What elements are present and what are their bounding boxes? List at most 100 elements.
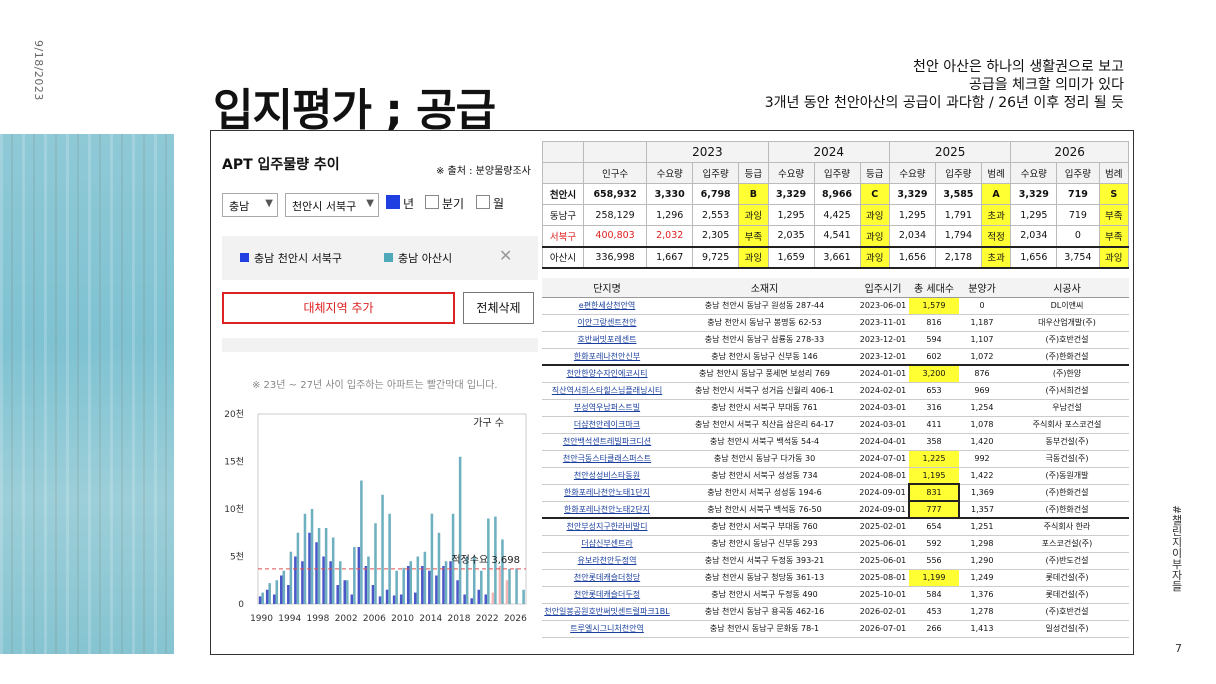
complex-row[interactable]: 한화포레나천안신부 충남 천안시 동남구 신부동 146 2023-12-01 602… [542, 348, 1129, 366]
complex-name-cell[interactable]: 유보라천안두정역 [542, 552, 672, 570]
complex-name-cell[interactable]: 이안그랑센트천안 [542, 314, 672, 332]
complex-row[interactable]: 한화포레나천안노태1단지 충남 천안시 서북구 성성동 194-6 2024-09-… [542, 483, 1129, 502]
complex-row[interactable]: 한화포레나천안노태2단지 충남 천안시 서북구 백석동 76-50 2024-09-… [542, 500, 1129, 519]
period-year-checkbox[interactable] [386, 195, 400, 209]
col-header: 인구수 [582, 162, 648, 184]
complex-date-cell: 2025-10-01 [857, 586, 909, 604]
supply-cell: 부족 [738, 225, 769, 247]
complex-row[interactable]: 더샵천안레이크마크 충남 천안시 서북구 직산읍 삼은리 64-17 2024-03… [542, 416, 1129, 434]
complex-price-cell: 1,298 [959, 535, 1005, 553]
page-number: 7 [1175, 642, 1182, 655]
complex-row[interactable]: 천안극동스타클래스퍼스트 충남 천안시 동남구 다가동 30 2024-07-01 1… [542, 450, 1129, 468]
complex-row[interactable]: 천안롯데캐슬더두정 충남 천안시 서북구 두정동 490 2025-10-01 584… [542, 586, 1129, 604]
complex-name-cell[interactable]: 더샵천안레이크마크 [542, 416, 672, 434]
complex-name-cell[interactable]: 천안극동스타클래스퍼스트 [542, 450, 672, 468]
complex-date-cell: 2023-12-01 [857, 331, 909, 349]
chart-note: ※ 23년 ~ 27년 사이 입주하는 아파트는 빨간막대 입니다. [252, 380, 498, 391]
bar-seobuk-1999 [322, 556, 325, 604]
complex-row[interactable]: 천안롯데캐슬더청당 충남 천안시 동남구 청당동 361-13 2025-08-01… [542, 569, 1129, 587]
complex-addr-cell: 충남 천안시 동남구 문화동 78-1 [672, 620, 857, 638]
complex-name-cell[interactable]: 직산역서희스타힐스님플래닝시티 [542, 382, 672, 400]
complex-row[interactable]: 천안부성지구한라비발디 충남 천안시 서북구 부대동 760 2025-02-01 6… [542, 517, 1129, 536]
complex-addr-cell: 충남 천안시 서북구 성거읍 신월리 406-1 [672, 382, 857, 400]
bar-seobuk-2000 [329, 561, 332, 604]
period-month-checkbox[interactable] [476, 195, 490, 209]
add-region-button[interactable]: 대체지역 추가 [222, 292, 455, 324]
complex-name-cell[interactable]: 한화포레나천안노태2단지 [542, 501, 672, 519]
y-tick-label: 5천 [230, 552, 244, 563]
col-header: 시공사 [1005, 278, 1129, 298]
complex-name-cell[interactable]: 한화포레나천안신부 [542, 348, 672, 366]
complex-date-cell: 2025-06-01 [857, 552, 909, 570]
subregion-select[interactable]: 천안시 서북구 ▼ [285, 193, 379, 217]
bar-seobuk-2016 [442, 566, 445, 604]
x-tick-label: 1990 [250, 614, 273, 624]
x-tick-label: 2014 [419, 614, 442, 624]
complex-date-cell: 2024-04-01 [857, 433, 909, 451]
bar-asan-1999 [324, 528, 328, 604]
x-tick-label: 2010 [391, 614, 414, 624]
supply-cell: 초과 [980, 204, 1012, 226]
complex-addr-cell: 충남 천안시 서북구 부대동 760 [672, 517, 857, 536]
complex-row[interactable]: 직산역서희스타힐스님플래닝시티 충남 천안시 서북구 성거읍 신월리 406-1 2… [542, 382, 1129, 400]
legend-swatch [240, 253, 249, 262]
complex-price-cell: 1,420 [959, 433, 1005, 451]
legend-box: 충남 천안시 서북구 충남 아산시 ✕ [222, 236, 538, 280]
bar-asan-2010 [402, 567, 405, 604]
supply-cell: 1,295 [767, 204, 815, 226]
bar-asan-2022 [487, 518, 490, 604]
complex-name-cell[interactable]: 한화포레나천안노태1단지 [542, 484, 672, 502]
complex-name-cell[interactable]: 천안롯데캐슬더청당 [542, 569, 672, 587]
complex-addr-cell: 충남 천안시 동남구 봉명동 62-53 [672, 314, 857, 332]
complex-name-cell[interactable]: 천안롯데캐슬더두정 [542, 586, 672, 604]
period-quarter-checkbox[interactable] [425, 195, 439, 209]
complex-name-cell[interactable]: 천안부성지구한라비발디 [542, 517, 672, 536]
supply-cell: 2,305 [692, 225, 740, 247]
delete-all-button[interactable]: 전체삭제 [463, 292, 534, 324]
complex-row[interactable]: 천안성성비스타동원 충남 천안시 서북구 성성동 734 2024-08-01 1,1… [542, 467, 1129, 485]
region-select-value: 충남 [229, 200, 250, 213]
complex-name-cell[interactable]: e편한세상천안역 [542, 297, 672, 315]
complex-row[interactable]: 호반써밋포레센트 충남 천안시 동남구 삼룡동 278-33 2023-12-01 5… [542, 331, 1129, 349]
complex-row[interactable]: 천안일봉공원호반써밋센트럴파크1BL 충남 천안시 동남구 용곡동 462-16 2… [542, 603, 1129, 621]
supply-cell: 2,032 [646, 225, 694, 247]
complex-row[interactable]: e편한세상천안역 충남 천안시 동남구 원성동 287-44 2023-06-01 1… [542, 297, 1129, 315]
year-header: 2024 [767, 141, 890, 163]
bar-asan-1991 [268, 583, 271, 604]
close-icon[interactable]: ✕ [499, 246, 513, 265]
x-tick-label: 2002 [335, 614, 358, 624]
region-select[interactable]: 충남 ▼ [222, 193, 278, 217]
complex-row[interactable]: 더샵신부센트라 충남 천안시 동남구 신부동 293 2025-06-01 592 1,… [542, 535, 1129, 553]
column-header-row: 인구수 수요량 입주량 등급 수요량 입주량 등급 수요량 입주량 범례 수요량… [542, 162, 1129, 184]
complex-row[interactable]: 이안그랑센트천안 충남 천안시 동남구 봉명동 62-53 2023-11-01 81… [542, 314, 1129, 332]
complex-name-cell[interactable]: 천안성성비스타동원 [542, 467, 672, 485]
complex-row[interactable]: 유보라천안두정역 충남 천안시 서북구 두정동 393-21 2025-06-01 5… [542, 552, 1129, 570]
corner-cell [542, 141, 584, 163]
complex-name-cell[interactable]: 호반써밋포레센트 [542, 331, 672, 349]
complex-units-cell: 584 [909, 586, 959, 604]
period-quarter-label: 분기 [442, 197, 465, 211]
supply-cell: 3,329 [1010, 183, 1058, 205]
bar-asan-2006 [374, 523, 377, 604]
complex-name-cell[interactable]: 부성역우남퍼스트빌 [542, 399, 672, 417]
complex-row[interactable]: 트루엘시그니처천안역 충남 천안시 동남구 문화동 78-1 2026-07-01 2… [542, 620, 1129, 638]
complex-row[interactable]: 천안백석센트레빌파크디션 충남 천안시 서북구 백석동 54-4 2024-04-0… [542, 433, 1129, 451]
col-header: 입주시기 [857, 278, 909, 298]
complex-name-cell[interactable]: 천안백석센트레빌파크디션 [542, 433, 672, 451]
col-header: 입주량 [813, 162, 861, 184]
complex-units-cell: 1,195 [909, 467, 959, 485]
complex-row[interactable]: 부성역우남퍼스트빌 충남 천안시 서북구 부대동 761 2024-03-01 316… [542, 399, 1129, 417]
supply-cell: 1,295 [888, 204, 936, 226]
complex-name-cell[interactable]: 천안한양수자인에코시티 [542, 364, 672, 383]
col-header: 단지명 [542, 278, 672, 298]
supply-cell: 아산시 [542, 245, 584, 269]
complex-row[interactable]: 천안한양수자인에코시티 충남 천안시 동남구 풍세면 보성리 769 2024-01… [542, 364, 1129, 383]
complex-name-cell[interactable]: 더샵신부센트라 [542, 535, 672, 553]
supply-cell: 1,295 [1010, 204, 1058, 226]
complex-addr-cell: 충남 천안시 동남구 청당동 361-13 [672, 569, 857, 587]
complex-builder-cell: (주)호반건설 [1005, 331, 1129, 349]
bar-asan-2014 [430, 513, 434, 604]
supply-cell: 4,425 [813, 204, 861, 226]
complex-name-cell[interactable]: 천안일봉공원호반써밋센트럴파크1BL [542, 603, 672, 621]
complex-name-cell[interactable]: 트루엘시그니처천안역 [542, 620, 672, 638]
